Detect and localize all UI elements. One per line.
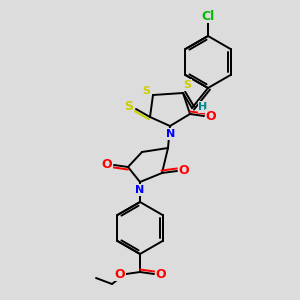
Text: Cl: Cl <box>201 10 214 22</box>
Text: H: H <box>198 102 208 112</box>
Text: N: N <box>167 129 176 139</box>
Text: O: O <box>102 158 112 172</box>
Text: S: S <box>183 80 191 90</box>
Text: O: O <box>156 268 166 281</box>
Text: O: O <box>179 164 189 178</box>
Text: N: N <box>135 185 145 195</box>
Text: S: S <box>142 86 150 96</box>
Text: S: S <box>124 100 134 112</box>
Text: O: O <box>206 110 216 122</box>
Text: O: O <box>115 268 125 281</box>
